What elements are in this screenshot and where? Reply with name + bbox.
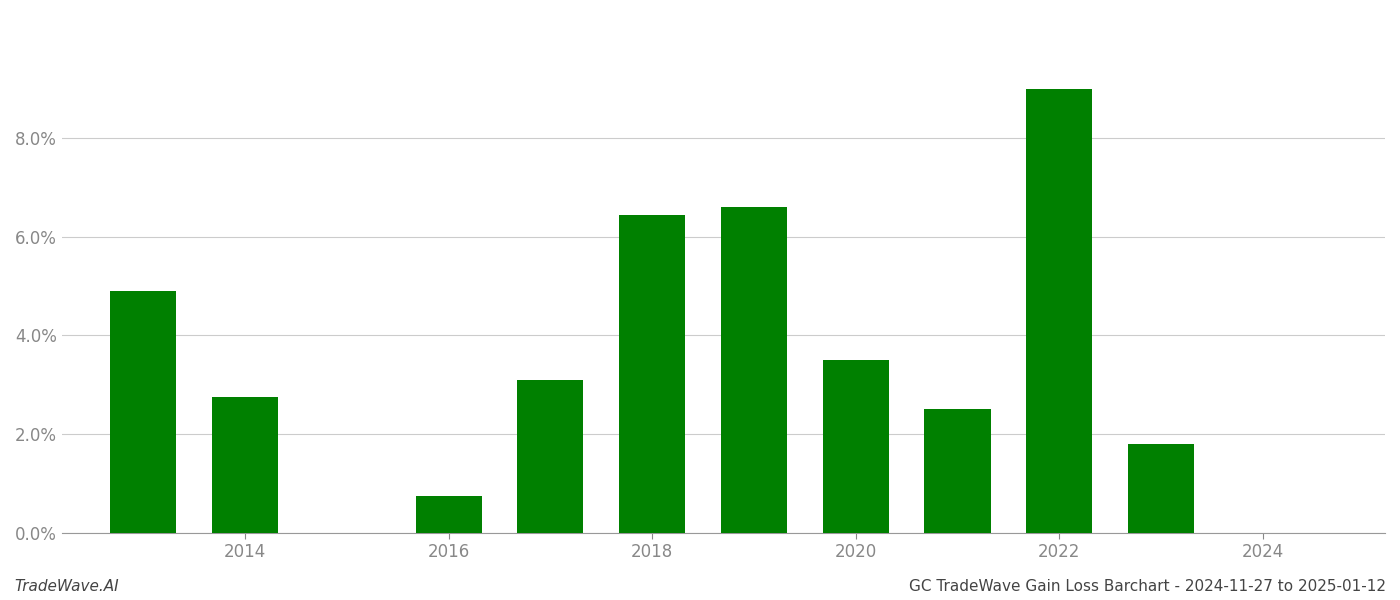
Bar	[518, 380, 584, 533]
Bar	[211, 397, 279, 533]
Bar	[416, 496, 482, 533]
Text: GC TradeWave Gain Loss Barchart - 2024-11-27 to 2025-01-12: GC TradeWave Gain Loss Barchart - 2024-1…	[909, 579, 1386, 594]
Bar	[924, 409, 991, 533]
Text: TradeWave.AI: TradeWave.AI	[14, 579, 119, 594]
Bar	[721, 207, 787, 533]
Bar	[1026, 89, 1092, 533]
Bar	[823, 360, 889, 533]
Bar	[619, 215, 685, 533]
Bar	[1128, 444, 1194, 533]
Bar	[111, 291, 176, 533]
